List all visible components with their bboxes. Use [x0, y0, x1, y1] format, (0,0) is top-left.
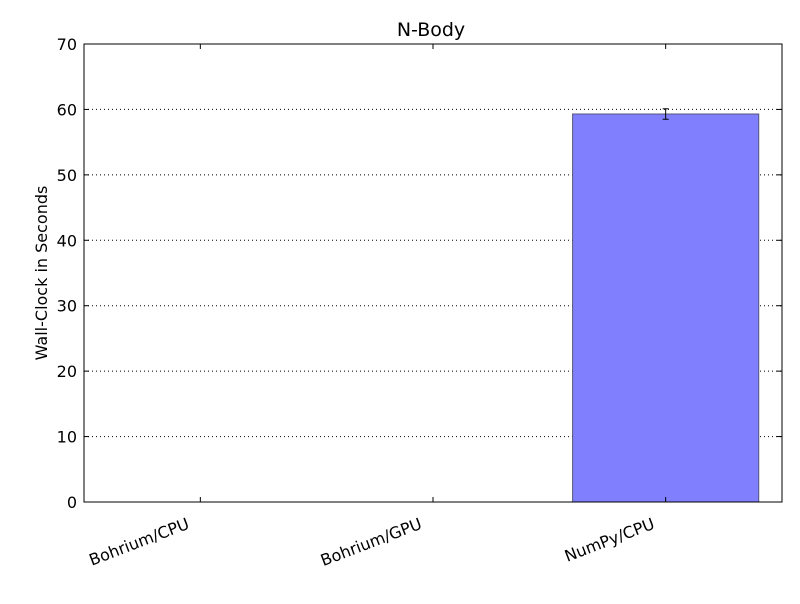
- gridlines: [84, 108, 782, 438]
- bar: [572, 113, 760, 503]
- error-bars: [662, 108, 669, 120]
- chart-title: N-Body: [397, 19, 465, 41]
- bars: [572, 113, 760, 503]
- y-axis-label: Wall-Clock in Seconds: [32, 186, 51, 361]
- y-tick-label: 60: [57, 100, 77, 119]
- x-tick-label: Bohrium/GPU: [318, 514, 425, 570]
- y-tick-label: 40: [57, 231, 77, 250]
- y-tick-label: 20: [57, 362, 77, 381]
- y-tick-label: 50: [57, 166, 77, 185]
- y-tick-label: 30: [57, 297, 77, 316]
- y-tick-label: 10: [57, 428, 77, 447]
- y-tick-label: 70: [57, 35, 77, 54]
- y-axis: 0 10 20 30 40 50 60 70: [57, 35, 782, 512]
- x-tick-label: Bohrium/CPU: [86, 514, 191, 570]
- y-tick-label: 0: [67, 493, 77, 512]
- x-tick-label: NumPy/CPU: [562, 514, 657, 566]
